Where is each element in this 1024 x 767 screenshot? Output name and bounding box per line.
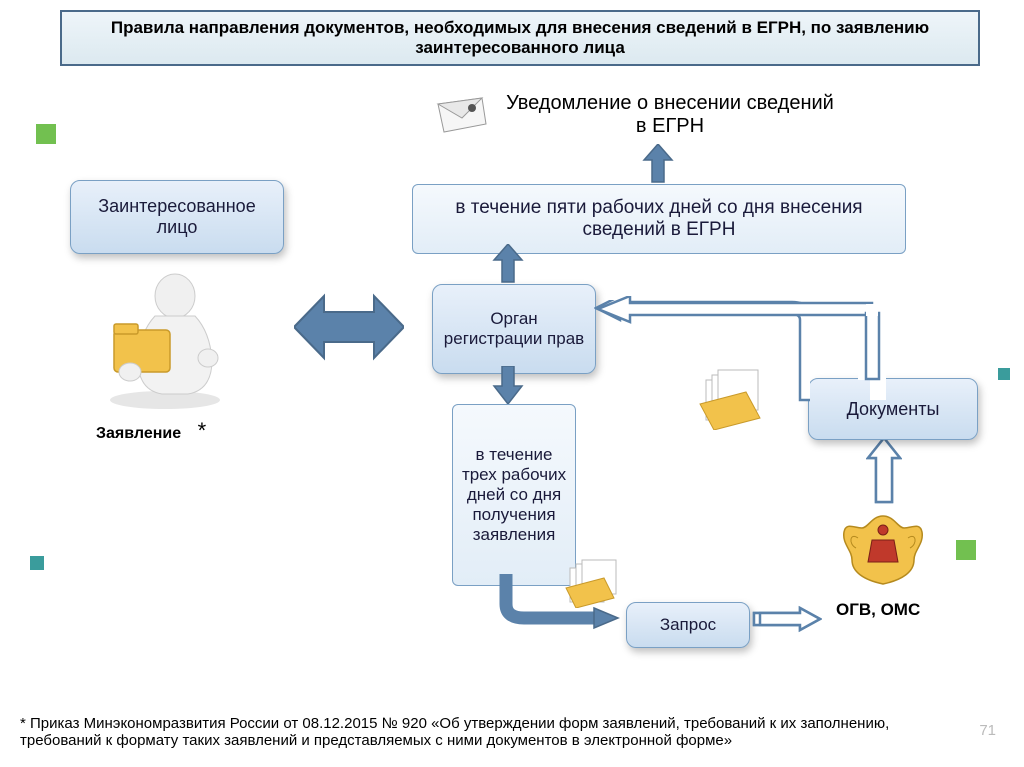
- arrow-up-regbody: [490, 244, 526, 284]
- notification-label: Уведомление о внесении сведений в ЕГРН: [500, 92, 840, 138]
- dec-square-2: [30, 556, 44, 570]
- registration-body-box: Орган регистрации прав: [432, 284, 596, 374]
- docs-icon-1: [560, 558, 622, 608]
- application-label: Заявление *: [96, 418, 206, 444]
- footnote: * Приказ Минэкономразвития России от 08.…: [20, 715, 920, 749]
- page-number: 71: [979, 722, 996, 739]
- dec-square-4: [998, 368, 1010, 380]
- arrow-request-to-ogv: [752, 604, 822, 634]
- arrow-docs-to-regbody-clean: [590, 296, 890, 406]
- emblem-icon: [838, 510, 928, 594]
- footnote-text: Приказ Минэкономразвития России от 08.12…: [20, 715, 889, 749]
- arrow-up-emblem-to-docs: [866, 438, 902, 504]
- envelope-icon: [432, 96, 488, 138]
- title-text: Правила направления документов, необходи…: [111, 18, 929, 57]
- arrow-up-to-notification: [640, 144, 676, 184]
- timeline-five-box: в течение пяти рабочих дней со дня внесе…: [412, 184, 906, 254]
- dec-square-3: [956, 540, 976, 560]
- request-box: Запрос: [626, 602, 750, 648]
- arrow-down-regbody: [490, 366, 526, 404]
- double-arrow-icon: [294, 290, 404, 364]
- interested-party-box: Заинтересованное лицо: [70, 180, 284, 254]
- person-figure-icon: [80, 260, 250, 410]
- authorities-label: ОГВ, ОМС: [836, 600, 920, 620]
- timeline-three-box: в течение трех рабочих дней со дня получ…: [452, 404, 576, 586]
- page-title: Правила направления документов, необходи…: [60, 10, 980, 66]
- dec-square-1: [36, 124, 56, 144]
